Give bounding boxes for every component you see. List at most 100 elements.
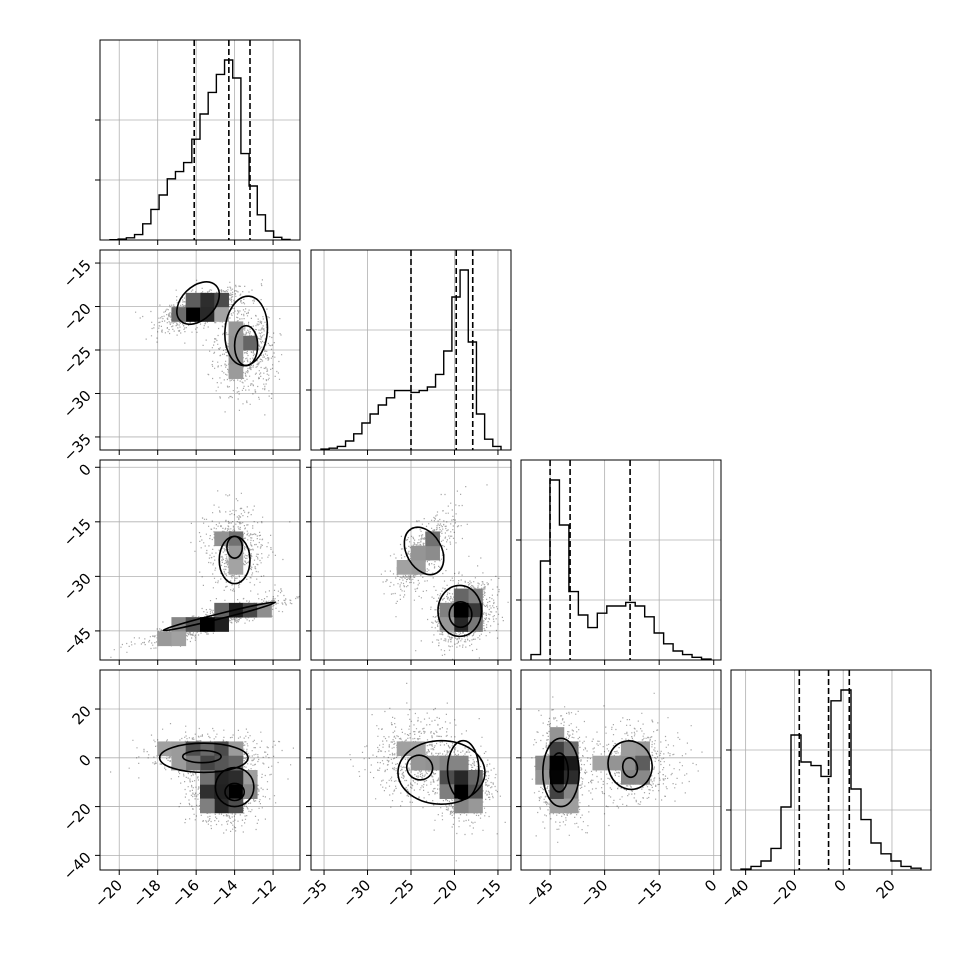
x-tick-label: 0 <box>831 876 850 895</box>
density-cell <box>549 770 565 785</box>
y-tick-label: −35 <box>60 430 95 465</box>
density-cell <box>214 602 229 618</box>
y-tick-label: −40 <box>60 848 95 883</box>
density-cell <box>411 741 426 757</box>
density-cell <box>200 307 215 322</box>
panel-frame <box>520 459 722 661</box>
density-cell <box>228 560 244 575</box>
contour-line <box>158 742 249 774</box>
density-cell <box>621 741 636 757</box>
density-cell <box>592 755 608 771</box>
panel-3-1 <box>306 669 512 875</box>
density-cell <box>425 531 440 547</box>
panel-inner <box>311 250 511 450</box>
scatter-points <box>110 490 300 658</box>
panel-frame <box>730 669 932 871</box>
density-cell <box>200 770 215 785</box>
density-cell <box>606 755 622 771</box>
panel-inner <box>521 460 721 660</box>
density-cell <box>214 307 229 322</box>
density-cell <box>185 755 201 771</box>
density-cell <box>468 798 483 814</box>
density-cell <box>439 755 455 771</box>
x-tick-label: −30 <box>339 876 374 911</box>
panel-inner <box>100 40 300 240</box>
panel-frame <box>99 669 301 871</box>
density-cell <box>200 617 215 632</box>
contour-line <box>403 526 445 576</box>
panel-inner <box>100 670 300 870</box>
density-cell <box>228 741 244 757</box>
panel-inner <box>521 670 721 870</box>
density-cell <box>635 770 650 785</box>
panel-inner <box>100 250 300 450</box>
contour-line <box>405 754 434 781</box>
x-tick-label: −40 <box>717 876 752 911</box>
density-cell <box>157 741 172 757</box>
contour-line <box>621 757 639 779</box>
density-cell <box>200 741 215 757</box>
contour-line <box>176 281 221 326</box>
contour-line <box>448 601 473 629</box>
x-tick-label: −12 <box>245 876 280 911</box>
contour-line <box>226 535 244 559</box>
contour-line <box>446 739 480 801</box>
density-cell <box>635 741 650 757</box>
y-tick-label: 20 <box>69 702 95 728</box>
y-tick-label: 0 <box>75 751 94 770</box>
density-cell <box>453 770 469 785</box>
x-tick-label: 20 <box>873 876 899 902</box>
y-tick-label: −15 <box>60 256 95 291</box>
density-cell <box>453 755 469 771</box>
x-tick-label: −14 <box>206 876 241 911</box>
panel-1-1 <box>306 249 512 455</box>
density-cell <box>228 321 244 337</box>
density-cell <box>396 560 412 575</box>
x-tick-label: 0 <box>701 876 720 895</box>
density-cell <box>439 770 455 785</box>
density-cell <box>200 292 215 308</box>
x-tick-label: −16 <box>168 876 203 911</box>
panel-inner <box>100 460 300 660</box>
density-cell <box>257 602 272 618</box>
y-tick-label: −30 <box>60 387 95 422</box>
contour-line <box>437 584 483 638</box>
density-cell <box>214 617 229 632</box>
panel-3-2 <box>516 669 722 875</box>
contour-line <box>549 752 570 793</box>
density-cell <box>535 755 550 771</box>
contour-line <box>607 740 653 791</box>
panel-2-2 <box>516 459 722 665</box>
density-cell <box>453 602 469 618</box>
x-tick-label: −15 <box>631 876 666 911</box>
density-cell <box>228 531 244 547</box>
x-tick-label: −20 <box>766 876 801 911</box>
contour-line <box>214 766 255 808</box>
density-cell <box>171 307 187 322</box>
density-cell <box>563 741 579 757</box>
x-tick-label: −45 <box>522 876 557 911</box>
x-tick-label: −20 <box>426 876 461 911</box>
density-cell <box>453 617 469 632</box>
density-cell <box>425 545 440 561</box>
x-tick-label: −30 <box>576 876 611 911</box>
contour-line <box>542 737 580 808</box>
density-cell <box>228 784 244 799</box>
panel-inner <box>731 670 931 870</box>
panel-3-3 <box>726 669 932 875</box>
density-cell <box>171 755 187 771</box>
contour-line <box>162 601 277 632</box>
density-cell <box>439 602 455 618</box>
panel-frame <box>520 669 722 871</box>
panel-1-0 <box>95 249 301 455</box>
y-tick-label: −45 <box>60 624 95 659</box>
density-cell <box>453 588 469 604</box>
density-cell <box>411 545 426 561</box>
density-cell <box>185 292 201 308</box>
density-cell <box>214 770 229 785</box>
panel-inner <box>311 670 511 870</box>
contour-line <box>233 324 259 367</box>
histogram-step <box>109 59 291 240</box>
x-tick-label: −25 <box>383 876 418 911</box>
